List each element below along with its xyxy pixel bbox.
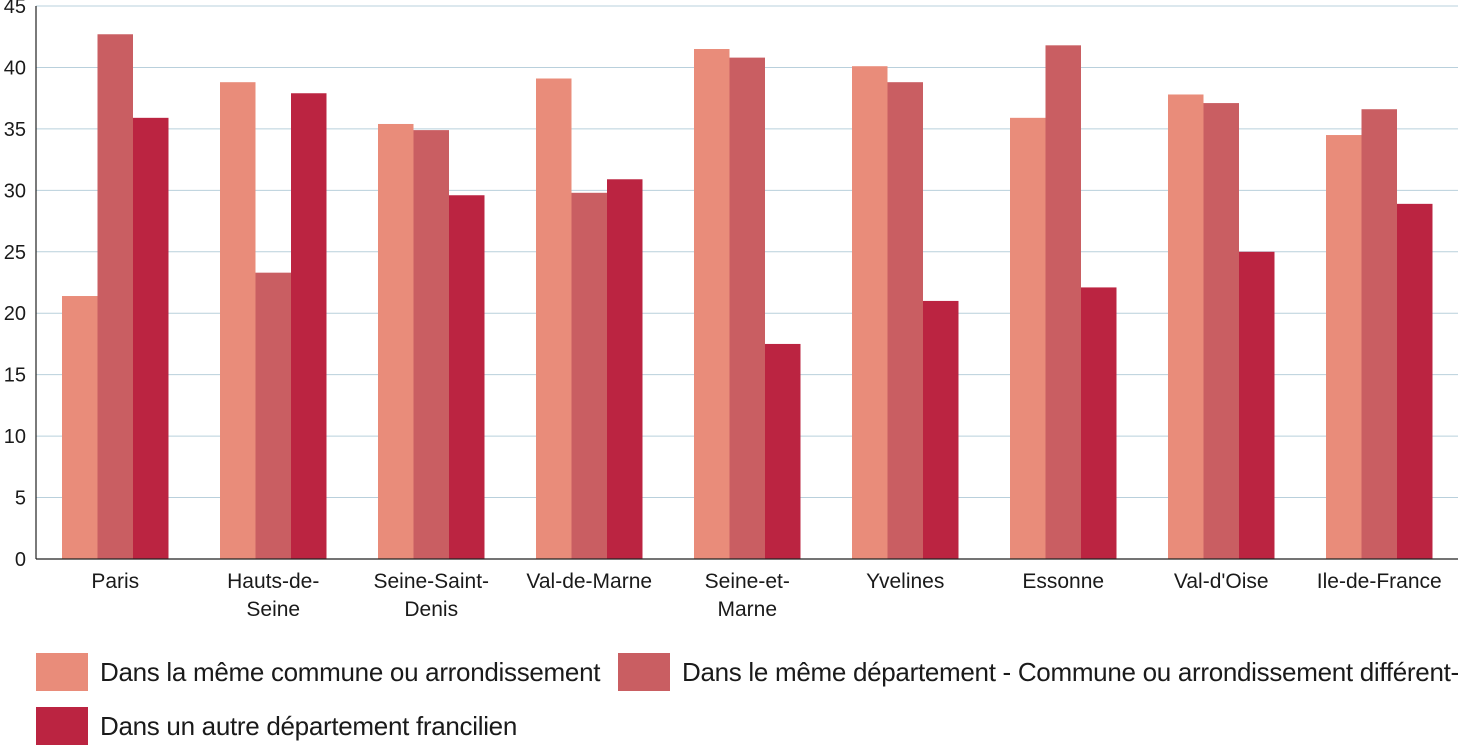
legend-item-other-department: Dans un autre département francilien	[36, 706, 517, 746]
legend-swatch-other-department	[36, 707, 88, 745]
y-tick-label: 0	[15, 549, 26, 571]
bar	[1361, 109, 1397, 559]
y-tick-label: 25	[4, 242, 26, 264]
legend-label-same-commune: Dans la même commune ou arrondissement	[100, 656, 601, 687]
bar	[1010, 117, 1046, 559]
bar	[62, 296, 98, 559]
legend-item-same-commune: Dans la même commune ou arrondissement	[36, 652, 600, 692]
legend-item-same-department: Dans le même département - Commune ou ar…	[618, 652, 1458, 692]
y-tick-label: 20	[4, 303, 26, 325]
bar	[607, 179, 643, 560]
x-category-label: Yvelines	[866, 570, 944, 593]
bar	[729, 57, 765, 559]
y-tick-label: 15	[4, 365, 26, 387]
bar	[765, 343, 801, 559]
x-category-label: Hauts-de-Seine	[227, 570, 319, 621]
bar	[694, 49, 730, 560]
bar	[413, 130, 449, 559]
bar	[133, 117, 169, 559]
y-axis-ticks: 0 5 10 15 20 25 30 35 40 45	[4, 0, 26, 571]
bar	[887, 82, 923, 560]
legend-label-same-department: Dans le même département - Commune ou ar…	[682, 656, 1458, 687]
legend-swatch-same-department	[618, 653, 670, 691]
bar	[378, 123, 414, 560]
bar	[1168, 94, 1204, 559]
x-category-label: Essonne	[1022, 570, 1104, 593]
bar	[1045, 45, 1081, 559]
bar	[97, 34, 133, 559]
x-category-label: Paris	[91, 570, 139, 593]
bar	[1203, 103, 1239, 560]
bar	[1239, 251, 1275, 559]
bar	[255, 272, 291, 559]
bar	[571, 192, 607, 559]
bar	[852, 66, 888, 560]
x-axis-categories: Paris Hauts-de-Seine Seine-Saint-Denis Val-…	[91, 570, 1441, 621]
x-category-label: Ile-de-France	[1317, 570, 1442, 593]
bar	[291, 93, 327, 560]
x-category-label: Val-d'Oise	[1174, 570, 1269, 593]
axes	[35, 6, 1458, 560]
x-category-label: Seine-et-Marne	[705, 570, 790, 621]
bars	[62, 34, 1433, 560]
legend-label-other-department: Dans un autre département francilien	[100, 710, 518, 741]
bar	[1326, 135, 1362, 560]
x-category-label: Seine-Saint-Denis	[373, 570, 489, 621]
bar	[220, 82, 256, 560]
legend-swatch-same-commune	[36, 653, 88, 691]
y-tick-label: 10	[4, 426, 26, 448]
y-tick-label: 35	[4, 119, 26, 141]
bar	[536, 78, 572, 559]
x-category-label: Val-de-Marne	[526, 570, 652, 593]
bar	[449, 195, 485, 559]
bar-chart: 0 5 10 15 20 25 30 35 40 45 Paris Hauts-de-Seine Se…	[4, 0, 1458, 621]
y-tick-label: 5	[15, 488, 26, 510]
bar	[1397, 203, 1433, 559]
bar	[1081, 287, 1117, 559]
y-tick-label: 45	[4, 0, 26, 18]
y-tick-label: 30	[4, 180, 26, 202]
bar	[923, 300, 959, 559]
y-tick-label: 40	[4, 57, 26, 79]
